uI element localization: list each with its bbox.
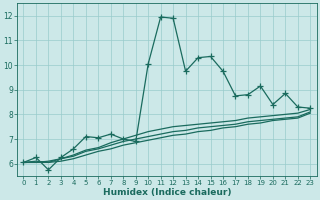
X-axis label: Humidex (Indice chaleur): Humidex (Indice chaleur)	[103, 188, 231, 197]
